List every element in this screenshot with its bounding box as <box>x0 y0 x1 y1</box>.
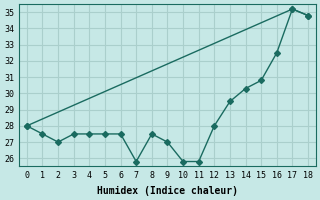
X-axis label: Humidex (Indice chaleur): Humidex (Indice chaleur) <box>97 186 238 196</box>
